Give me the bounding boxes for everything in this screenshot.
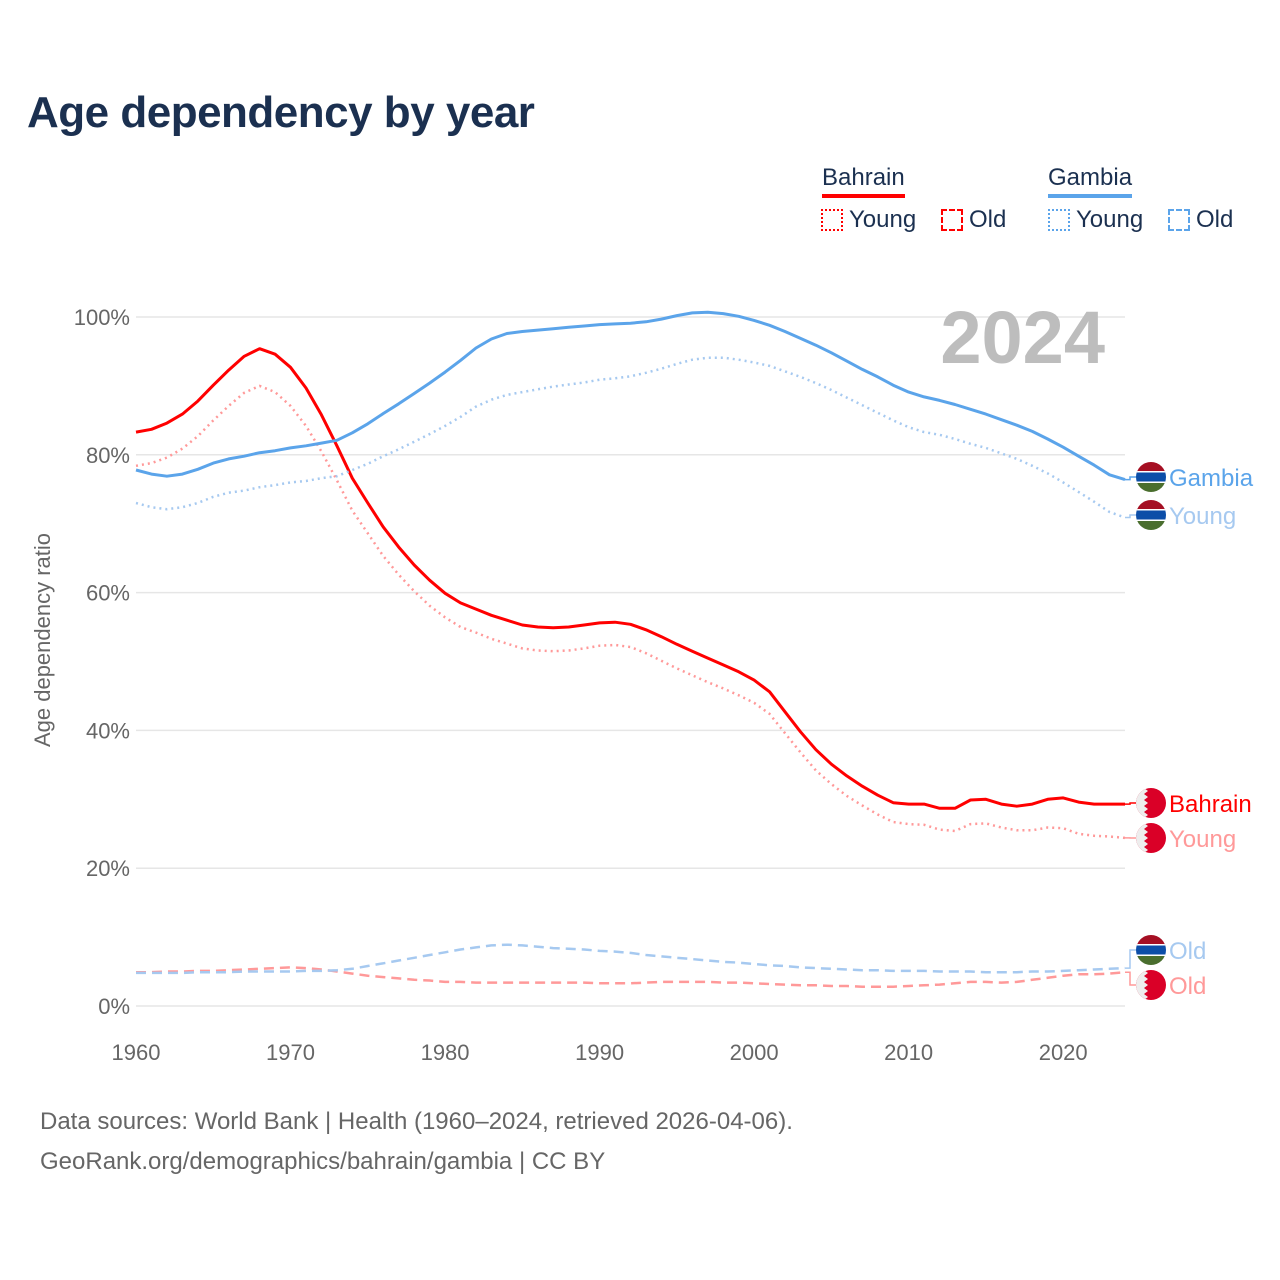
series-line-gambia_young[interactable] [135,356,1126,519]
x-tick-label: 2000 [730,1040,779,1065]
legend-label: Young [849,206,917,233]
legend-gambia-old[interactable]: Old [1168,206,1233,234]
end-label-connector [1125,949,1136,969]
bahrain-flag-icon [1136,788,1166,818]
x-tick-label: 1970 [266,1040,315,1065]
dashed-swatch-icon [941,209,963,231]
end-label-connector [1125,971,1136,986]
x-tick-label: 2020 [1039,1040,1088,1065]
y-axis-label: Age dependency ratio [30,533,55,747]
x-tick-label: 2010 [884,1040,933,1065]
y-tick-label: 0% [98,994,130,1019]
series-line-bahrain_old[interactable] [136,966,1126,988]
x-tick-label: 1960 [112,1040,161,1065]
legend-bahrain-young[interactable]: Young [821,206,916,234]
gambia-flag-icon [1136,935,1166,965]
x-tick-label: 1990 [575,1040,624,1065]
footer-link[interactable]: GeoRank.org/demographics/bahrain/gambia … [40,1148,606,1175]
end-label-gambia_total: Gambia [1169,465,1254,492]
series-line-bahrain_total[interactable] [135,347,1125,810]
legend-gambia-young[interactable]: Young [1048,206,1143,234]
y-tick-label: 20% [86,856,130,881]
legend-bahrain-header: Bahrain [822,164,905,198]
legend-label: Young [1076,206,1144,233]
dotted-swatch-icon [1048,209,1070,231]
year-watermark: 2024 [940,296,1105,379]
legend-bahrain-old[interactable]: Old [941,206,1006,234]
end-label-bahrain_total: Bahrain [1169,791,1252,818]
gambia-flag-icon [1136,462,1166,492]
legend-label: Old [1196,206,1234,233]
bahrain-flag-icon [1136,823,1166,853]
end-label-connector [1125,802,1136,805]
chart-title: Age dependency by year [27,88,535,137]
dotted-swatch-icon [821,209,843,231]
end-label-bahrain_young: Young [1169,826,1236,853]
y-tick-label: 40% [86,718,130,743]
end-label-bahrain_old: Old [1169,973,1206,1000]
series-line-gambia_old[interactable] [136,943,1126,975]
end-label-connector [1125,514,1136,519]
footer-sources: Data sources: World Bank | Health (1960–… [40,1108,793,1135]
y-tick-label: 100% [74,305,130,330]
end-label-connector [1125,476,1136,481]
y-tick-label: 80% [86,443,130,468]
series-line-bahrain_young[interactable] [135,384,1126,840]
bahrain-flag-icon [1136,970,1166,1000]
end-label-gambia_old: Old [1169,938,1206,965]
x-tick-label: 1980 [421,1040,470,1065]
legend-gambia-header: Gambia [1048,164,1133,198]
gambia-flag-icon [1136,500,1166,530]
series-line-gambia_total[interactable] [135,310,1126,482]
y-tick-label: 60% [86,581,130,606]
dashed-swatch-icon [1168,209,1190,231]
legend-label: Old [969,206,1007,233]
end-label-gambia_young: Young [1169,503,1236,530]
